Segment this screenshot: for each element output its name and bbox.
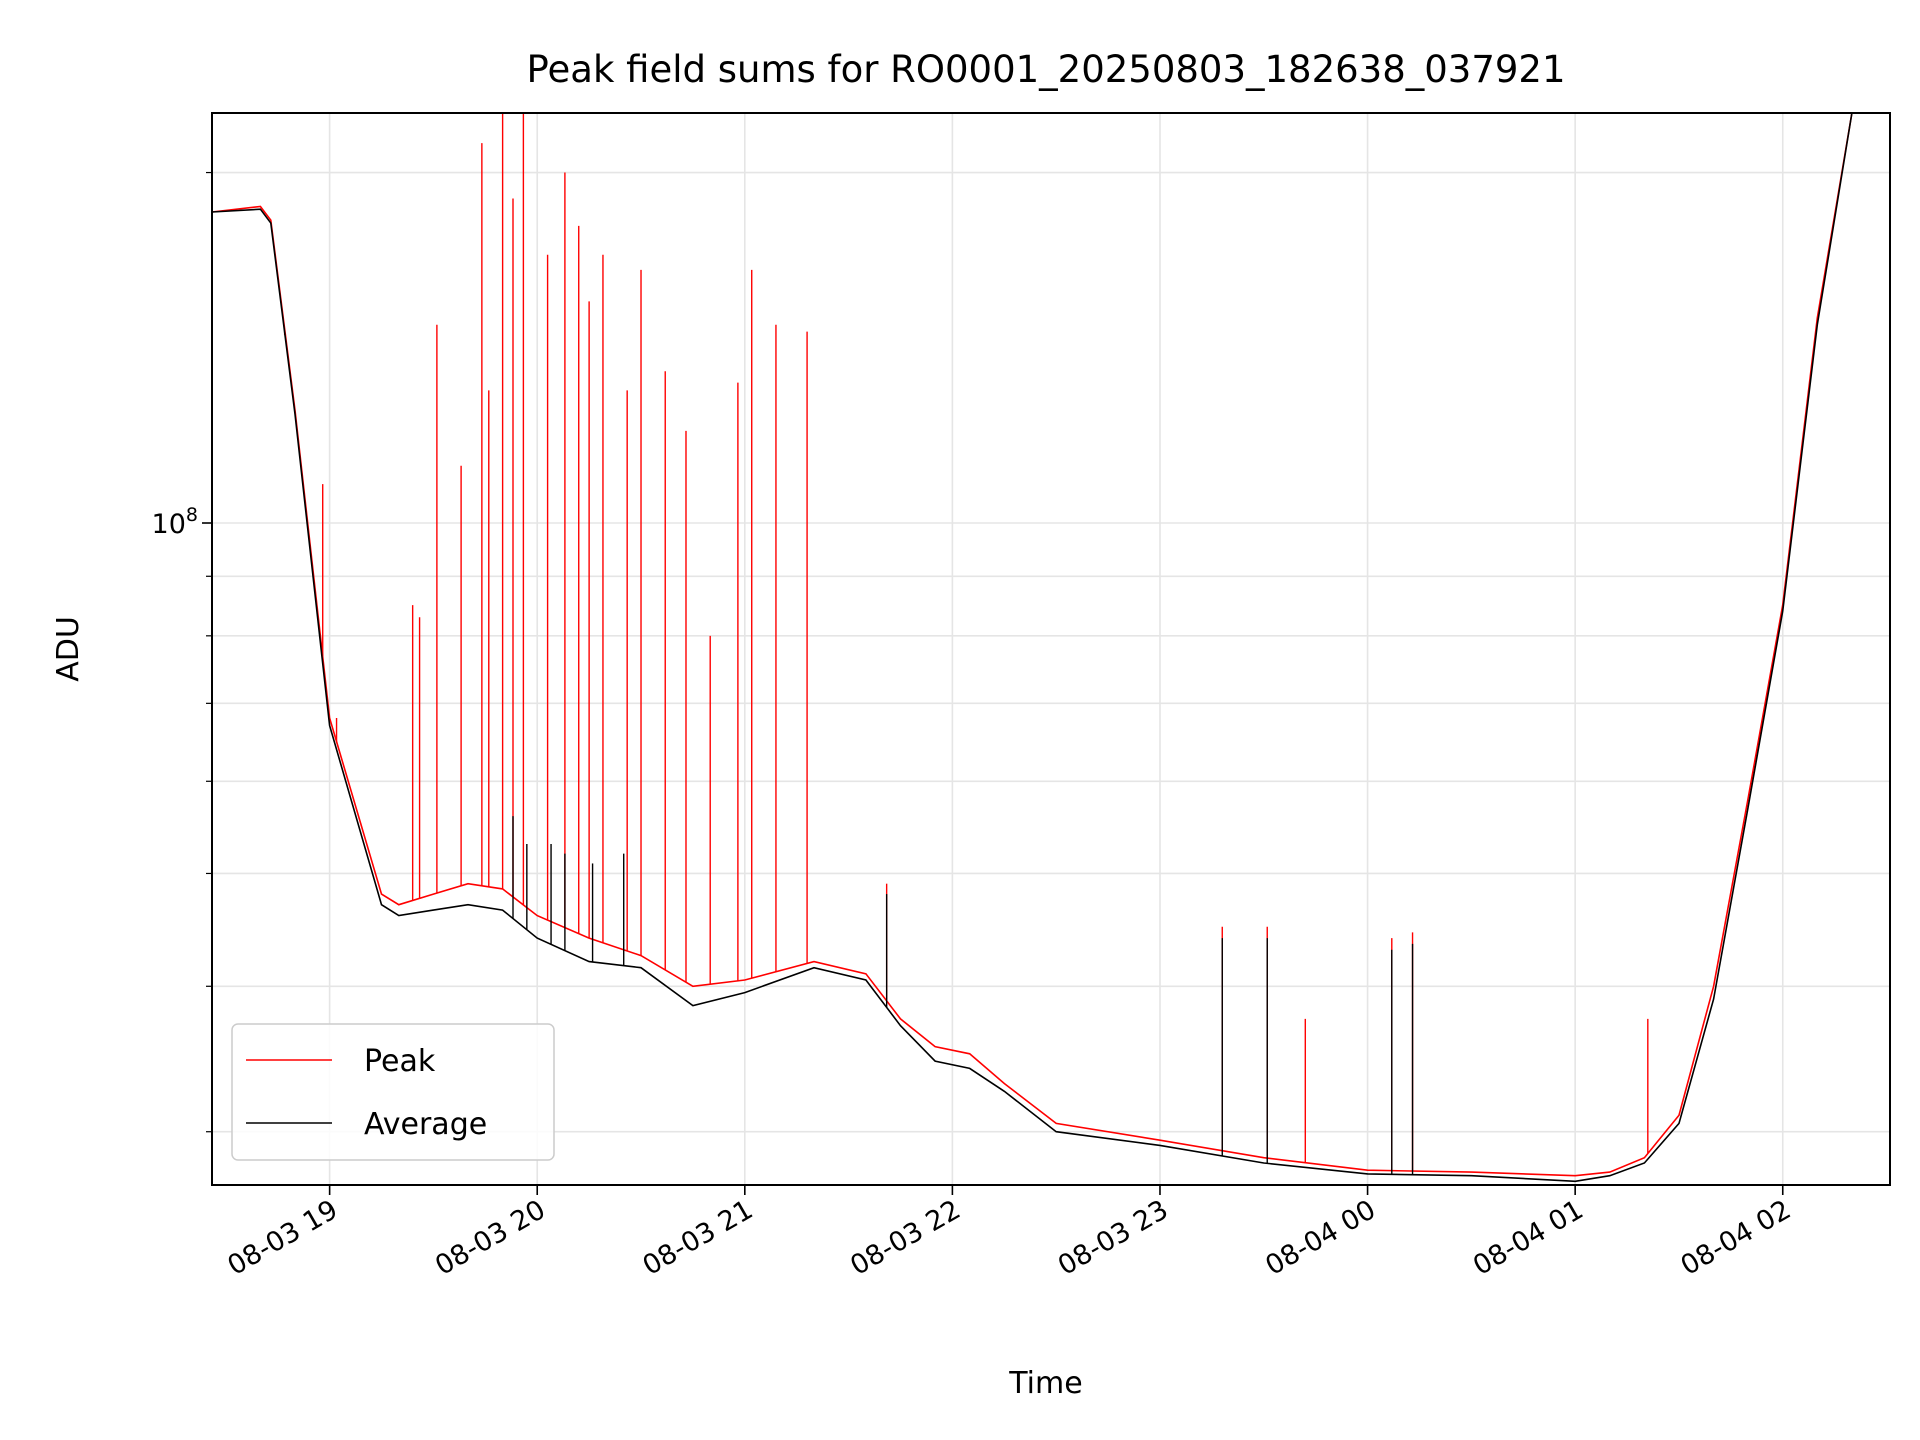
legend-label-peak: Peak (364, 1044, 436, 1079)
plot-area (211, 112, 1890, 1183)
legend-box (231, 1023, 555, 1161)
legend: Peak Average (231, 1023, 555, 1161)
y-axis-label: ADU (51, 616, 86, 682)
y-major-tick-label: 108 (152, 504, 198, 540)
legend-label-average: Average (364, 1107, 487, 1142)
x-axis-label: Time (1008, 1366, 1082, 1401)
chart-title: Peak field sums for RO0001_20250803_1826… (527, 48, 1566, 91)
y-tick-exponent: 8 (186, 504, 198, 526)
series-line-average (211, 112, 1890, 1183)
plot-frame (211, 112, 1891, 1186)
series-line-peak (211, 112, 1890, 1177)
y-tick-base: 10 (152, 509, 186, 540)
y-axis: 108 (152, 171, 212, 1133)
